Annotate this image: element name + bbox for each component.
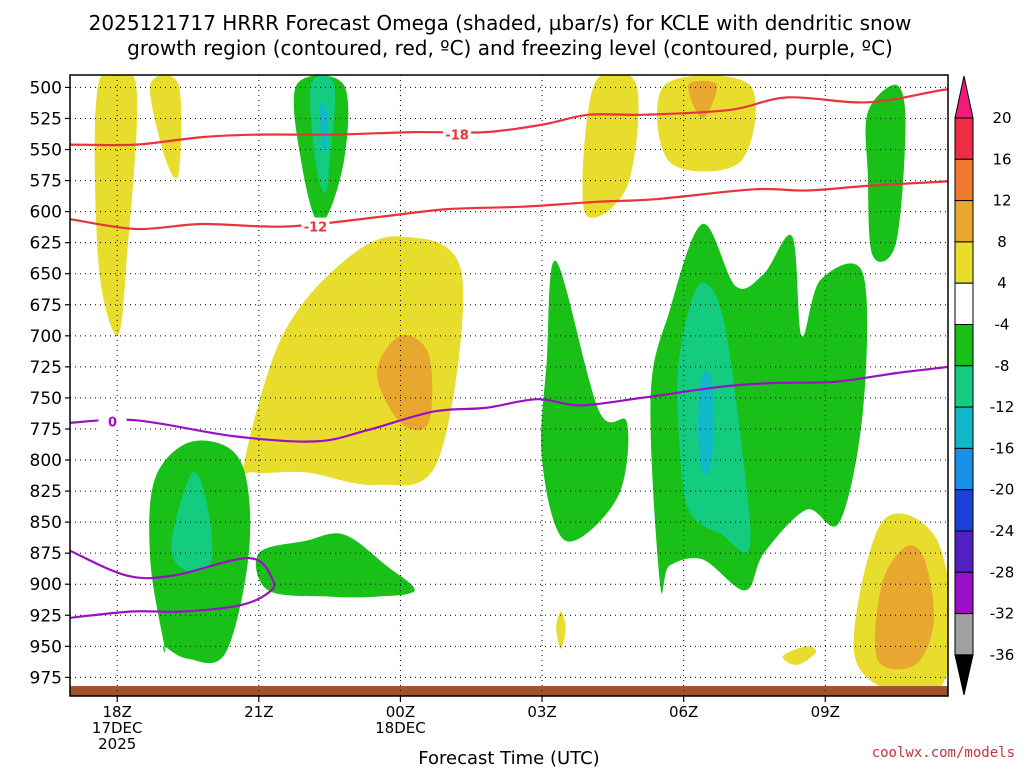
colorbar-segment [954, 282, 974, 326]
colorbar-bottom-arrow [954, 654, 974, 696]
freezing-level-contour [70, 549, 276, 619]
colorbar-tick-label: 20 [992, 109, 1011, 127]
colorbar-segment [954, 571, 974, 615]
x-tick-label: 00Z [386, 703, 415, 721]
colorbar-segment [954, 324, 974, 367]
x-tick-label: 03Z [527, 703, 556, 721]
omega-region-green-b [541, 260, 629, 542]
credit-text: coolwx.com/models [872, 745, 1015, 761]
colorbar-segment [954, 158, 974, 202]
x-tick-label: 2025 [98, 735, 136, 753]
y-tick-label: 950 [30, 637, 62, 657]
x-axis-label: Forecast Time (UTC) [418, 748, 599, 768]
y-tick-label: 650 [30, 265, 62, 285]
colorbar: 20 16 12 8 4 -4 -8 -12 -16 -20 -24 -28 -32 -36 [954, 75, 1015, 696]
colorbar-segment [954, 447, 974, 491]
y-tick-label: 900 [30, 575, 62, 595]
colorbar-tick-label: 4 [997, 274, 1007, 292]
y-tick-label: 550 [30, 141, 62, 161]
omega-region-orange-f [874, 545, 935, 670]
dgz-label-bg [301, 217, 330, 235]
x-tick-label: 18Z [103, 703, 132, 721]
y-tick-label: 925 [30, 606, 62, 626]
freezing-level-label-bg [98, 412, 127, 430]
y-tick-label: 825 [30, 482, 62, 502]
dgz-contour [70, 88, 948, 147]
colorbar-segment [954, 613, 974, 656]
temperature-contours: -18 -12 0 [70, 88, 948, 619]
y-tick-label: 875 [30, 544, 62, 564]
colorbar-tick-label: -20 [990, 481, 1015, 499]
omega-region-yellow-i [556, 611, 566, 649]
colorbar-top-arrow [954, 75, 974, 119]
omega-region-cyan-a [320, 103, 329, 153]
omega-region-yellow-h [782, 646, 817, 665]
colorbar-tick-label: 16 [992, 150, 1011, 168]
omega-region-yellow-a [94, 75, 138, 336]
colorbar-tick-label: -32 [990, 605, 1015, 623]
colorbar-tick-label: -28 [990, 563, 1015, 581]
omega-region-teal-e [171, 471, 213, 572]
x-tick-label: 06Z [669, 703, 698, 721]
terrain-fill [70, 686, 948, 696]
x-tick-label: 09Z [811, 703, 840, 721]
y-tick-label: 725 [30, 358, 62, 378]
chart-title-line1: 2025121717 HRRR Forecast Omega (shaded, … [89, 11, 912, 35]
freezing-level-contour-label: 0 [108, 416, 117, 431]
dgz-contour [70, 180, 948, 231]
colorbar-tick-label: 12 [992, 192, 1011, 210]
colorbar-tick-label: -8 [995, 357, 1010, 375]
omega-region-yellow-b [149, 75, 182, 179]
colorbar-segment [954, 489, 974, 532]
omega-region-orange-e [376, 335, 433, 431]
colorbar-segment [954, 365, 974, 408]
colorbar-segment [954, 241, 974, 284]
y-tick-label: 750 [30, 389, 62, 409]
y-tick-label: 850 [30, 513, 62, 533]
omega-region-teal-c [677, 283, 751, 553]
colorbar-segment [954, 117, 974, 160]
freezing-level-contour [70, 365, 948, 443]
terrain-band [70, 686, 948, 696]
y-tick-label: 625 [30, 234, 62, 254]
omega-region-cyan-c [697, 370, 714, 476]
colorbar-tick-label: -16 [990, 439, 1015, 457]
omega-region-yellow-d [657, 75, 756, 172]
omega-shading [94, 75, 948, 696]
y-tick-label: 600 [30, 203, 62, 223]
colorbar-tick-label: -24 [990, 522, 1015, 540]
x-tick-label: 17DEC [92, 719, 143, 737]
y-tick-label: 525 [30, 109, 62, 129]
y-tick-label: 675 [30, 296, 62, 316]
omega-region-green-f [255, 533, 415, 598]
omega-region-orange-d [688, 80, 718, 119]
colorbar-tick-label: -4 [995, 316, 1010, 334]
colorbar-tick-label: -36 [990, 646, 1015, 664]
y-tick-label: 575 [30, 172, 62, 192]
omega-region-green-d [865, 84, 906, 262]
plot-frame [69, 74, 949, 697]
gridlines [70, 75, 948, 696]
colorbar-segment [954, 200, 974, 243]
y-tick-label: 800 [30, 451, 62, 471]
y-tick-label: 775 [30, 420, 62, 440]
dgz-contour-label: -12 [304, 221, 328, 236]
colorbar-tick-label: -12 [990, 398, 1015, 416]
x-tick-label: 21Z [244, 703, 273, 721]
y-tick-label: 975 [30, 668, 62, 688]
chart-title-line2: growth region (contoured, red, ºC) and f… [127, 36, 893, 60]
y-tick-label: 700 [30, 327, 62, 347]
dgz-label-bg [443, 125, 472, 143]
colorbar-segment [954, 406, 974, 449]
y-tick-label: 500 [30, 78, 62, 98]
colorbar-segment [954, 530, 974, 573]
colorbar-tick-label: 8 [997, 233, 1007, 251]
y-axis: 500 525 550 575 600 625 650 675 700 725 750 775 800 8… [30, 78, 70, 688]
dgz-contour-label: -18 [445, 129, 469, 144]
omega-region-yellow-c [582, 75, 639, 218]
x-tick-label: 18DEC [375, 719, 426, 737]
